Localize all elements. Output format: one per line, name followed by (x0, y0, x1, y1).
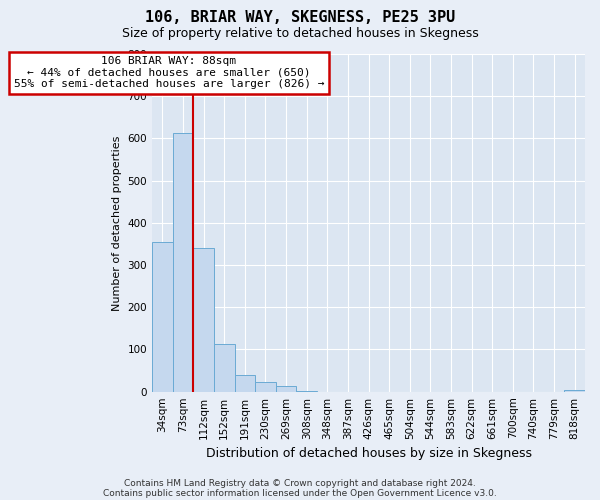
Bar (276, 386, 296, 392)
Bar (214, 344, 235, 392)
Bar (255, 382, 276, 392)
Bar (193, 248, 214, 392)
Text: Contains public sector information licensed under the Open Government Licence v3: Contains public sector information licen… (103, 488, 497, 498)
Text: Size of property relative to detached houses in Skegness: Size of property relative to detached ho… (122, 28, 478, 40)
Bar (235, 375, 255, 392)
Bar (565, 390, 585, 392)
Text: Contains HM Land Registry data © Crown copyright and database right 2024.: Contains HM Land Registry data © Crown c… (124, 478, 476, 488)
Y-axis label: Number of detached properties: Number of detached properties (112, 135, 122, 310)
Text: 106 BRIAR WAY: 88sqm
← 44% of detached houses are smaller (650)
55% of semi-deta: 106 BRIAR WAY: 88sqm ← 44% of detached h… (14, 56, 324, 90)
Bar (152, 242, 173, 392)
X-axis label: Distribution of detached houses by size in Skegness: Distribution of detached houses by size … (206, 447, 532, 460)
Bar (173, 134, 193, 392)
Text: 106, BRIAR WAY, SKEGNESS, PE25 3PU: 106, BRIAR WAY, SKEGNESS, PE25 3PU (145, 10, 455, 25)
